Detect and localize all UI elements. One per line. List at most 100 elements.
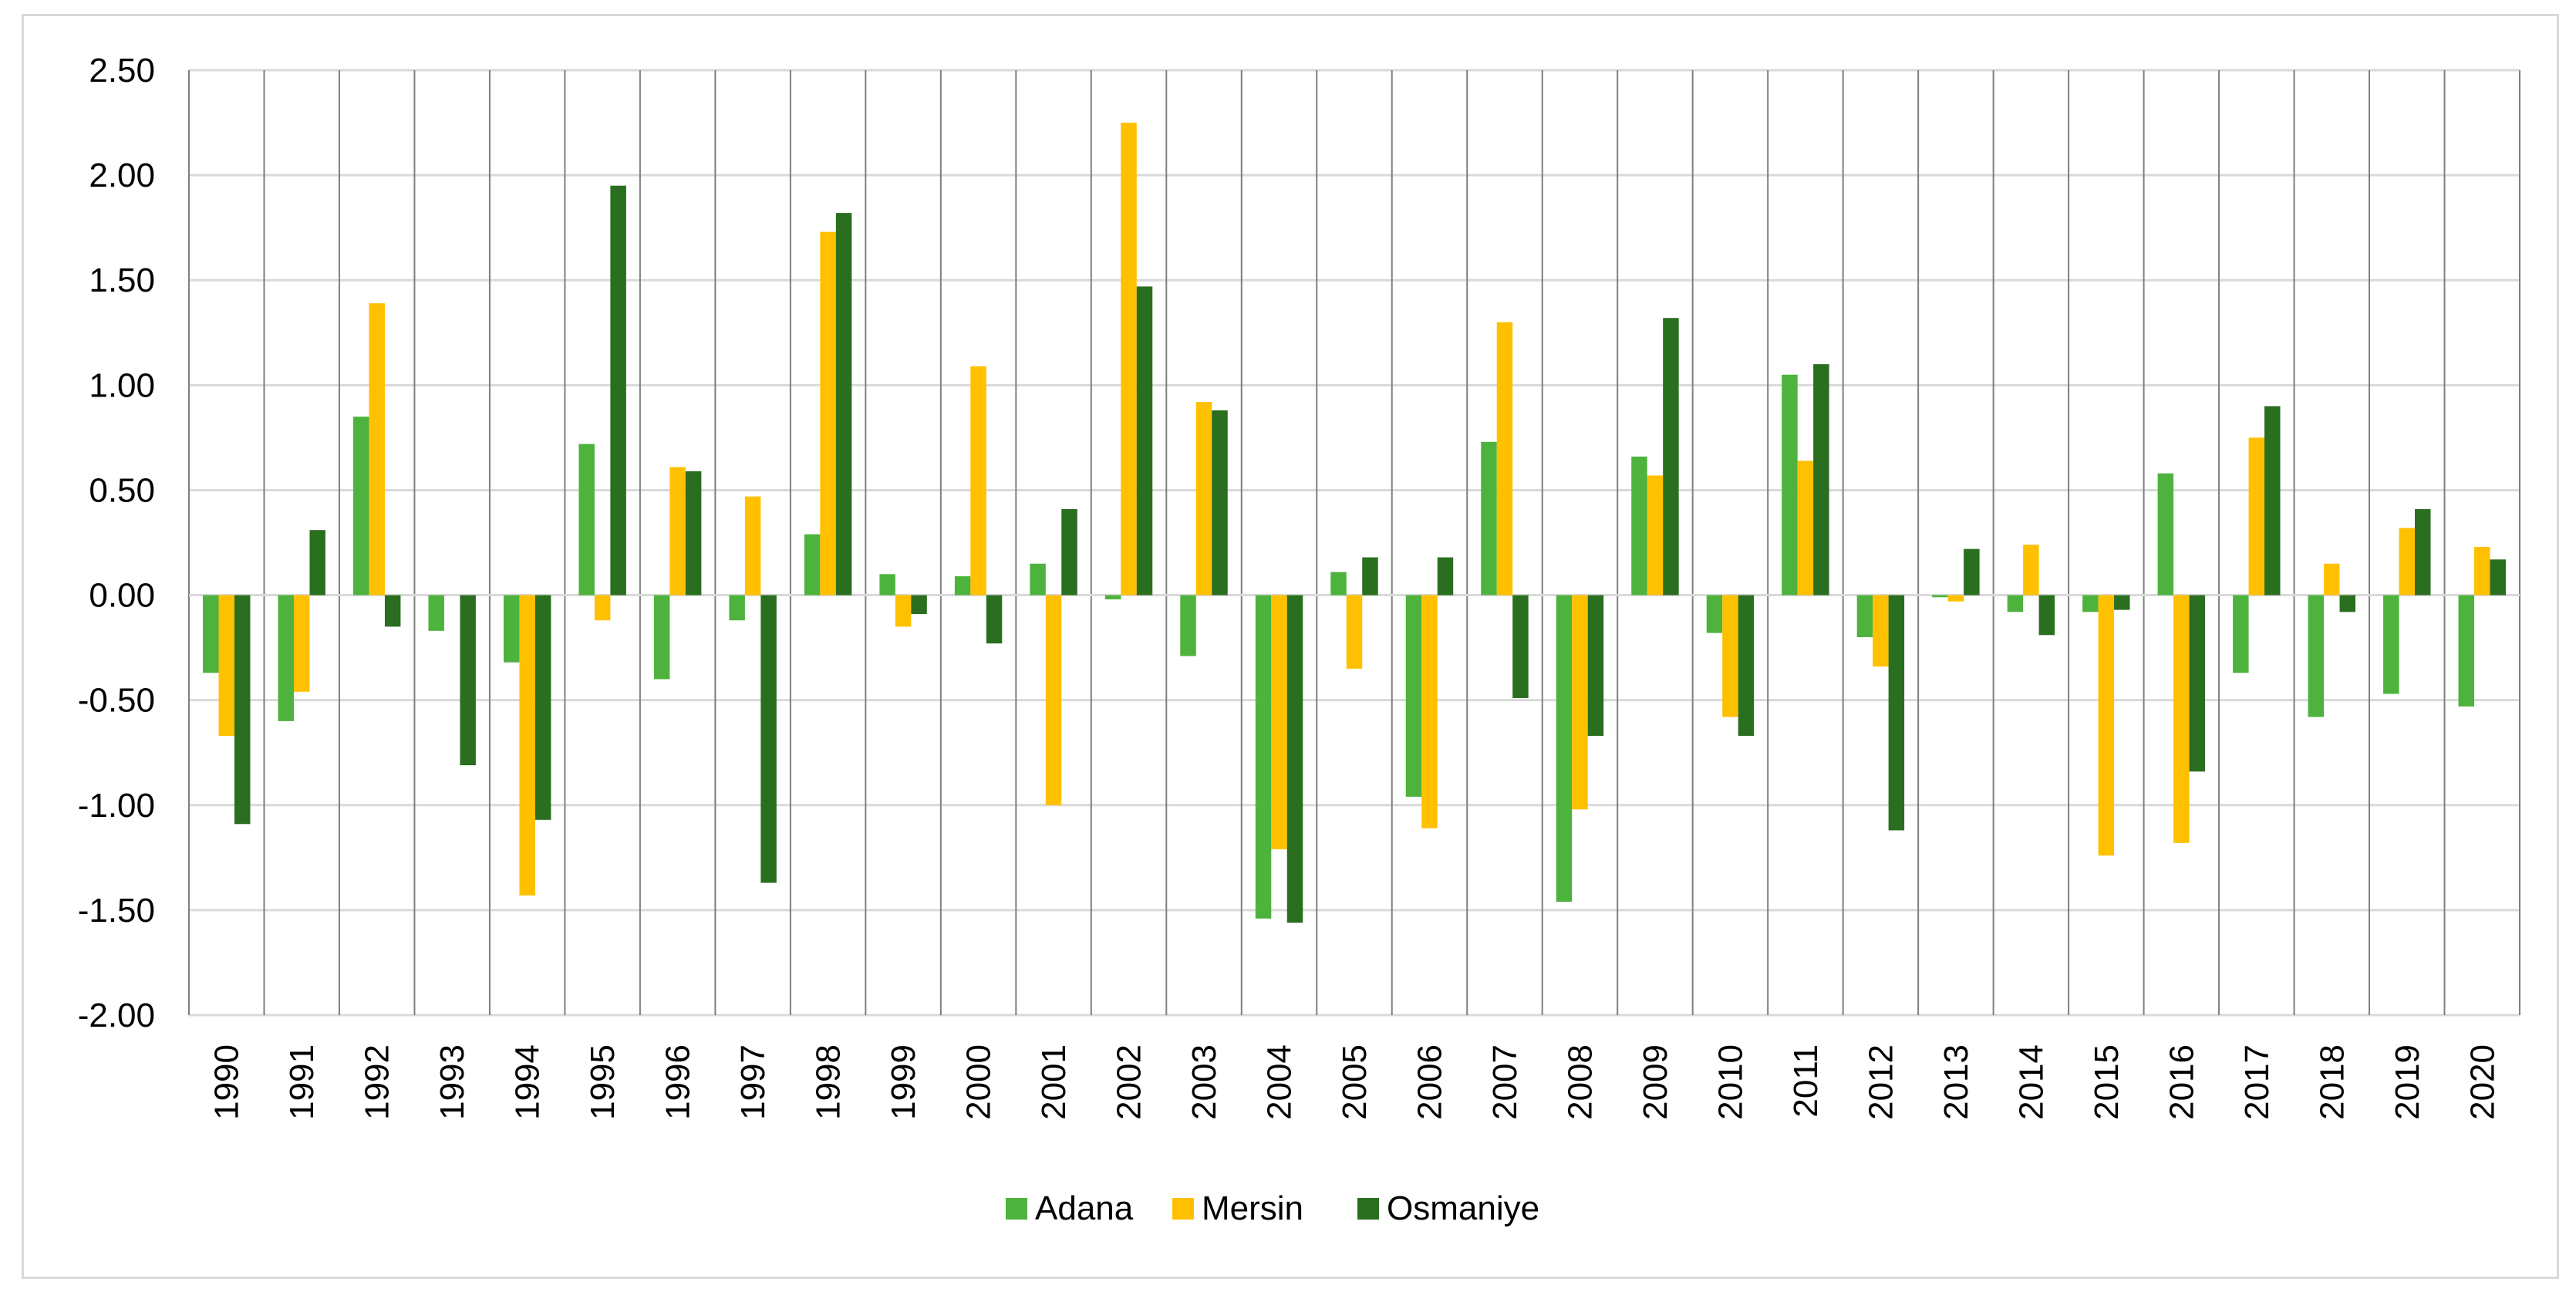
legend-label-adana: Adana: [1035, 1189, 1134, 1227]
bar-adana-1992: [353, 417, 369, 596]
bar-adana-2016: [2157, 473, 2174, 596]
bar-osmaniye-2013: [1964, 548, 1980, 596]
bar-mersin-2005: [1346, 595, 1363, 669]
bar-adana-2010: [1706, 595, 1723, 633]
x-tick-label: 1995: [584, 1044, 622, 1120]
bar-mersin-2009: [1647, 475, 1664, 596]
x-tick-label: 1992: [359, 1044, 396, 1120]
bar-adana-1994: [503, 595, 520, 663]
x-tick-label: 1996: [659, 1044, 697, 1120]
x-tick-label: 2003: [1185, 1044, 1223, 1120]
bar-mersin-2007: [1496, 322, 1513, 596]
bar-adana-2003: [1180, 595, 1196, 656]
x-tick-label: 2009: [1637, 1044, 1674, 1120]
y-tick-label: 2.00: [89, 157, 155, 194]
bar-adana-1993: [428, 595, 444, 631]
bar-adana-2005: [1330, 572, 1347, 596]
bar-adana-2004: [1255, 595, 1272, 919]
x-tick-label: 1999: [885, 1044, 922, 1120]
x-tick-label: 2020: [2463, 1044, 2501, 1120]
bar-mersin-2011: [1797, 461, 1814, 596]
bar-osmaniye-1997: [760, 595, 777, 883]
x-tick-label: 1993: [433, 1044, 471, 1120]
bar-mersin-2008: [1572, 595, 1588, 810]
bar-osmaniye-2020: [2490, 559, 2506, 596]
bars: [203, 123, 2506, 923]
bar-osmaniye-1996: [685, 471, 702, 596]
bar-osmaniye-2006: [1437, 557, 1454, 596]
bar-mersin-1996: [669, 467, 686, 596]
chart-frame: -2.00 -1.50 -1.00 -0.50 0.00 0.50 1.00 1.50 2.00…: [22, 14, 2559, 1279]
bar-adana-2019: [2383, 595, 2399, 694]
bar-adana-1990: [203, 595, 219, 673]
bar-osmaniye-1999: [911, 595, 927, 615]
axes: -2.00 -1.50 -1.00 -0.50 0.00 0.50 1.00 1.50 2.00…: [78, 52, 2502, 1120]
x-tick-label: 2004: [1261, 1044, 1299, 1120]
bar-adana-1995: [578, 444, 595, 596]
bar-osmaniye-2019: [2415, 508, 2431, 596]
bar-adana-2013: [1932, 595, 1948, 598]
x-tick-label: 2014: [2012, 1044, 2050, 1120]
bar-mersin-2000: [970, 366, 986, 596]
bar-osmaniye-1994: [534, 595, 551, 820]
bar-mersin-1995: [594, 595, 611, 621]
bar-osmaniye-2004: [1286, 595, 1303, 923]
legend: Adana Mersin Osmaniye: [1006, 1189, 1539, 1227]
y-tick-label: 0.00: [89, 577, 155, 615]
bar-adana-2002: [1104, 595, 1121, 599]
bar-mersin-2018: [2324, 563, 2340, 596]
x-tick-label: 2018: [2313, 1044, 2351, 1120]
bar-mersin-2020: [2474, 546, 2490, 596]
x-tick-label: 1991: [283, 1044, 321, 1120]
x-tick-label: 2019: [2389, 1044, 2426, 1120]
x-tick-label: 1998: [810, 1044, 848, 1120]
bar-mersin-1992: [369, 303, 385, 596]
bar-adana-2009: [1631, 456, 1647, 596]
bar-adana-2001: [1030, 563, 1046, 596]
bar-osmaniye-1991: [309, 530, 325, 596]
legend-swatch-adana: [1006, 1198, 1027, 1220]
x-tick-label: 2010: [1711, 1044, 1749, 1120]
bar-mersin-2010: [1722, 595, 1738, 717]
bar-mersin-2006: [1421, 595, 1438, 828]
bar-osmaniye-2012: [1888, 595, 1905, 831]
bar-adana-1998: [804, 534, 821, 596]
bar-osmaniye-2002: [1136, 286, 1153, 596]
gridlines: [188, 69, 2520, 1017]
bar-osmaniye-2009: [1663, 318, 1679, 596]
bar-osmaniye-2001: [1061, 508, 1077, 596]
bar-mersin-2003: [1195, 402, 1212, 596]
legend-swatch-mersin: [1172, 1198, 1194, 1220]
bar-osmaniye-2011: [1813, 364, 1829, 596]
y-tick-label: 2.50: [89, 52, 155, 89]
bar-mersin-2014: [2023, 545, 2039, 596]
y-tick-label: 0.50: [89, 471, 155, 509]
bar-mersin-2019: [2399, 528, 2416, 596]
y-tick-label: -1.00: [78, 787, 155, 825]
x-tick-label: 2017: [2238, 1044, 2276, 1120]
x-tick-label: 1990: [208, 1044, 246, 1120]
bar-mersin-1997: [744, 496, 761, 596]
bar-mersin-2004: [1271, 595, 1287, 849]
bar-osmaniye-2008: [1587, 595, 1604, 736]
x-tick-label: 1994: [509, 1044, 547, 1120]
y-tick-label: -2.00: [78, 997, 155, 1034]
bar-adana-2015: [2082, 595, 2099, 612]
bar-adana-2011: [1782, 374, 1798, 596]
bar-osmaniye-1998: [835, 213, 852, 596]
bar-adana-2012: [1856, 595, 1873, 637]
bar-adana-1997: [729, 595, 745, 621]
bar-mersin-1991: [293, 595, 310, 692]
bar-mersin-2015: [2098, 595, 2115, 856]
x-tick-label: 2008: [1561, 1044, 1599, 1120]
bar-osmaniye-2010: [1738, 595, 1755, 736]
bar-osmaniye-2015: [2114, 595, 2130, 610]
bar-osmaniye-2017: [2264, 406, 2281, 596]
bar-adana-2007: [1481, 441, 1497, 596]
x-tick-label: 2013: [1937, 1044, 1975, 1120]
bar-osmaniye-2016: [2189, 595, 2206, 772]
legend-label-osmaniye: Osmaniye: [1387, 1189, 1539, 1227]
bar-adana-2008: [1556, 595, 1573, 902]
bar-adana-1996: [653, 595, 670, 680]
bar-osmaniye-2003: [1212, 410, 1228, 596]
